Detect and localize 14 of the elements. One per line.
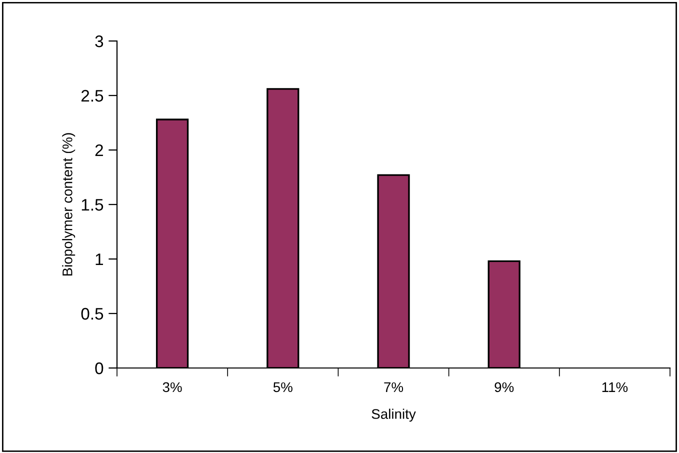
x-tick-label: 11%	[602, 382, 628, 392]
x-tick-label: 9%	[494, 382, 514, 392]
y-tick-label: 1	[96, 254, 103, 266]
y-tick-label: 3	[95, 35, 104, 48]
y-axis-title: Biopolymer content (%)	[62, 133, 76, 276]
y-tick-label: 2.5	[81, 90, 104, 102]
x-tick-label: 7%	[384, 382, 404, 392]
x-axis-title: Salinity	[372, 408, 416, 422]
y-tick-label: 1.5	[82, 199, 104, 211]
y-tick-label: 0	[95, 362, 104, 374]
y-tick-label: 2	[95, 144, 103, 156]
x-tick-label: 5%	[273, 382, 292, 392]
y-tick-label: 0.5	[81, 308, 104, 320]
x-tick-label: 3%	[162, 382, 182, 392]
